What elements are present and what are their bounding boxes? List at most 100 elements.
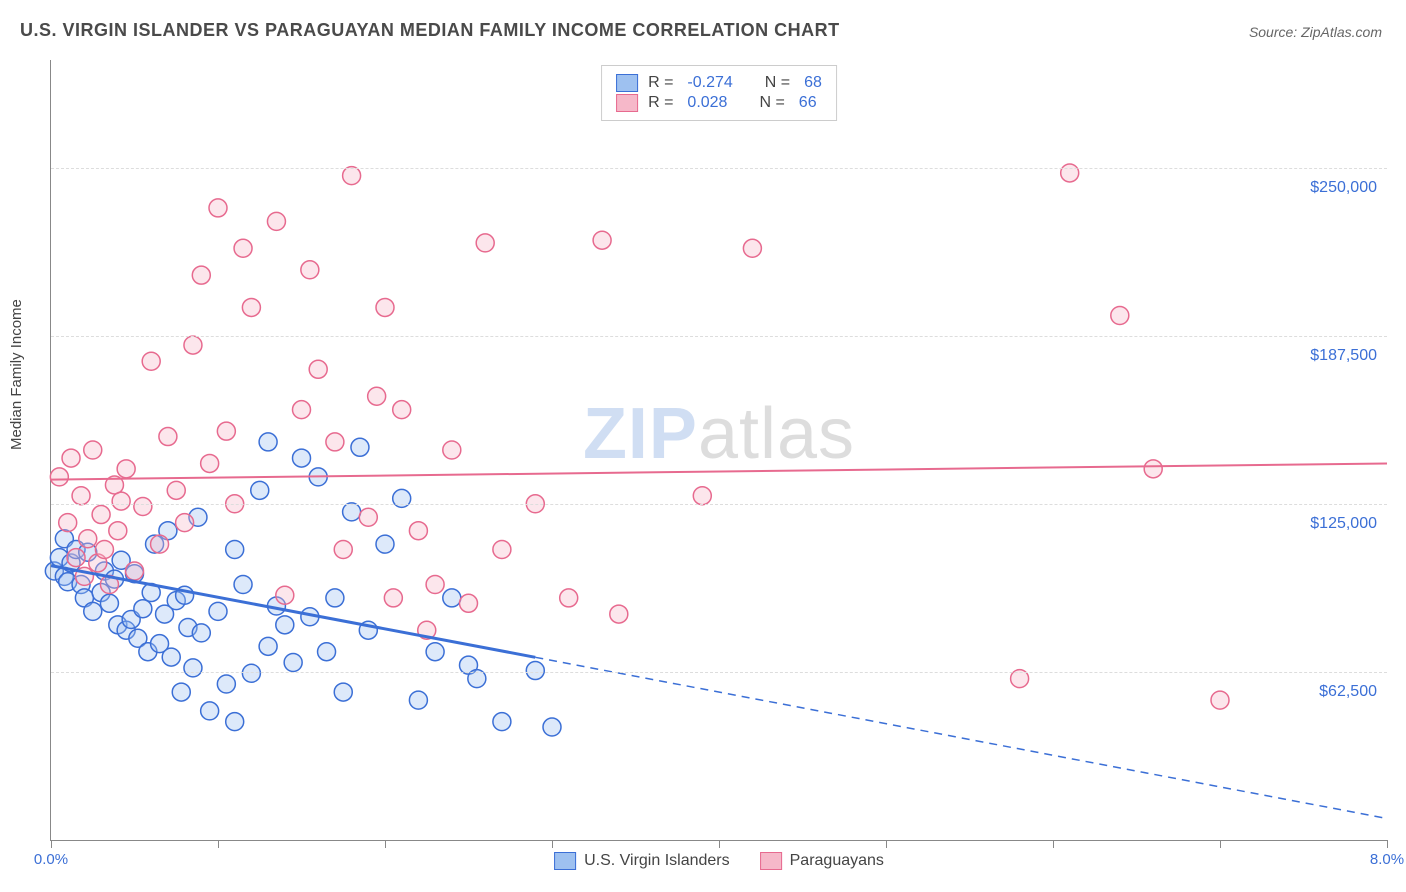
legend-item-usvi: U.S. Virgin Islanders (554, 852, 730, 870)
n-value-usvi: 68 (804, 74, 822, 92)
y-axis-label: Median Family Income (8, 299, 25, 450)
data-point-paraguayan (201, 454, 219, 472)
data-point-usvi (226, 541, 244, 559)
gridline (51, 336, 1387, 337)
data-point-paraguayan (443, 441, 461, 459)
source-attribution: Source: ZipAtlas.com (1249, 24, 1382, 40)
swatch-paraguayan (616, 94, 638, 112)
data-point-paraguayan (1111, 307, 1129, 325)
legend-label-usvi: U.S. Virgin Islanders (584, 852, 730, 870)
data-point-paraguayan (384, 589, 402, 607)
data-point-usvi (334, 683, 352, 701)
data-point-paraguayan (50, 468, 68, 486)
data-point-usvi (184, 659, 202, 677)
data-point-usvi (251, 481, 269, 499)
data-point-usvi (209, 602, 227, 620)
data-point-paraguayan (743, 239, 761, 257)
data-point-paraguayan (192, 266, 210, 284)
trend-line (51, 566, 535, 658)
trend-line (51, 463, 1387, 479)
x-tick (218, 840, 219, 848)
n-label: N = (765, 74, 790, 92)
y-tick-label: $62,500 (1319, 683, 1377, 701)
legend-label-paraguayan: Paraguayans (790, 852, 884, 870)
data-point-paraguayan (209, 199, 227, 217)
data-point-usvi (172, 683, 190, 701)
data-point-usvi (526, 662, 544, 680)
data-point-paraguayan (409, 522, 427, 540)
data-point-paraguayan (167, 481, 185, 499)
x-tick (886, 840, 887, 848)
legend-row-usvi: R = -0.274 N = 68 (616, 74, 822, 92)
trend-line (535, 657, 1387, 818)
n-label: N = (759, 94, 784, 112)
y-tick-label: $187,500 (1310, 347, 1377, 365)
data-point-paraguayan (301, 261, 319, 279)
gridline (51, 168, 1387, 169)
x-tick (719, 840, 720, 848)
data-point-paraguayan (476, 234, 494, 252)
data-point-paraguayan (176, 514, 194, 532)
swatch-paraguayan (760, 852, 782, 870)
data-point-paraguayan (610, 605, 628, 623)
x-tick (1220, 840, 1221, 848)
correlation-legend: R = -0.274 N = 68 R = 0.028 N = 66 (601, 65, 837, 121)
plot-area: ZIPatlas R = -0.274 N = 68 R = 0.028 N =… (50, 60, 1387, 841)
data-point-paraguayan (326, 433, 344, 451)
data-point-paraguayan (693, 487, 711, 505)
data-point-paraguayan (62, 449, 80, 467)
source-name: ZipAtlas.com (1301, 24, 1382, 40)
data-point-usvi (259, 637, 277, 655)
x-tick (1053, 840, 1054, 848)
data-point-paraguayan (95, 541, 113, 559)
data-point-paraguayan (460, 594, 478, 612)
data-point-usvi (226, 713, 244, 731)
data-point-usvi (234, 575, 252, 593)
series-legend: U.S. Virgin Islanders Paraguayans (554, 852, 884, 870)
data-point-paraguayan (126, 562, 144, 580)
legend-item-paraguayan: Paraguayans (760, 852, 884, 870)
y-tick-label: $125,000 (1310, 515, 1377, 533)
chart-container: U.S. VIRGIN ISLANDER VS PARAGUAYAN MEDIA… (0, 0, 1406, 892)
data-point-paraguayan (217, 422, 235, 440)
data-point-usvi (162, 648, 180, 666)
legend-row-paraguayan: R = 0.028 N = 66 (616, 94, 822, 112)
data-point-usvi (493, 713, 511, 731)
data-point-paraguayan (117, 460, 135, 478)
data-point-paraguayan (151, 535, 169, 553)
data-point-usvi (293, 449, 311, 467)
data-point-paraguayan (92, 506, 110, 524)
data-point-usvi (201, 702, 219, 720)
data-point-usvi (443, 589, 461, 607)
data-point-usvi (376, 535, 394, 553)
data-point-paraguayan (67, 549, 85, 567)
data-point-paraguayan (72, 487, 90, 505)
data-point-paraguayan (59, 514, 77, 532)
data-point-paraguayan (393, 401, 411, 419)
chart-title: U.S. VIRGIN ISLANDER VS PARAGUAYAN MEDIA… (20, 20, 840, 41)
x-tick (51, 840, 52, 848)
data-point-usvi (543, 718, 561, 736)
data-point-usvi (276, 616, 294, 634)
data-point-paraguayan (493, 541, 511, 559)
data-point-paraguayan (560, 589, 578, 607)
source-prefix: Source: (1249, 24, 1301, 40)
data-point-paraguayan (293, 401, 311, 419)
data-point-paraguayan (134, 497, 152, 515)
y-tick-label: $250,000 (1310, 179, 1377, 197)
n-value-paraguayan: 66 (799, 94, 817, 112)
data-point-usvi (192, 624, 210, 642)
data-point-usvi (217, 675, 235, 693)
x-tick (385, 840, 386, 848)
r-value-usvi: -0.274 (687, 74, 732, 92)
data-point-usvi (100, 594, 118, 612)
data-point-paraguayan (79, 530, 97, 548)
data-point-usvi (426, 643, 444, 661)
data-point-paraguayan (142, 352, 160, 370)
data-point-paraguayan (112, 492, 130, 510)
data-point-paraguayan (376, 298, 394, 316)
swatch-usvi (616, 74, 638, 92)
data-point-paraguayan (426, 575, 444, 593)
gridline (51, 504, 1387, 505)
x-tick (1387, 840, 1388, 848)
